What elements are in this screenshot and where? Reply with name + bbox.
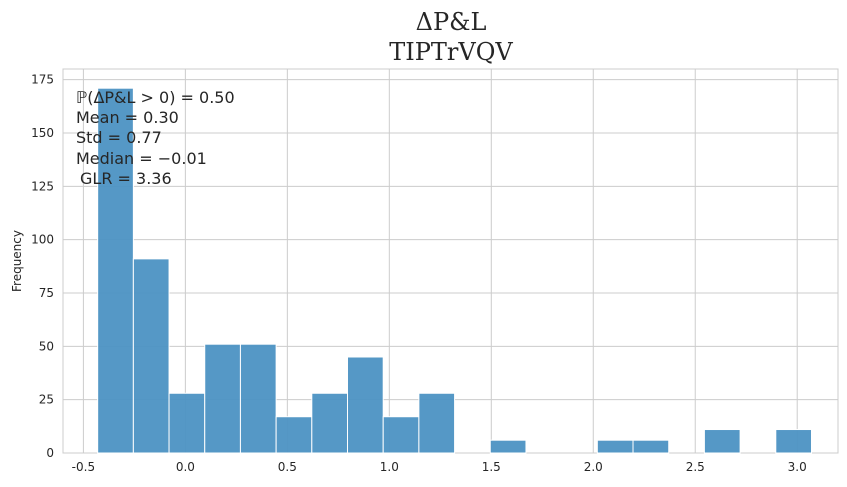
histogram-bar [311,392,349,454]
chart-title: ΔP&L [416,8,487,36]
histogram-bar [489,439,527,454]
annotation-median: Median = −0.01 [76,149,207,168]
y-tick-label: 25 [39,393,54,407]
x-axis-ticks: -0.5 0.0 0.5 1.0 1.5 2.0 2.5 3.0 [72,460,807,474]
x-tick-label: 2.0 [584,460,603,474]
y-axis-label: Frequency [10,230,24,292]
y-tick-label: 175 [31,73,54,87]
histogram-bar [347,356,384,454]
y-axis-ticks: 0 25 50 75 100 125 150 175 [31,73,54,460]
histogram-bars [97,87,812,454]
y-tick-label: 0 [46,446,54,460]
y-tick-label: 75 [39,286,54,300]
histogram-bar [275,416,313,454]
histogram-bar [418,392,456,454]
x-tick-label: 0.0 [176,460,195,474]
x-tick-label: 1.0 [380,460,399,474]
histogram-bar [168,392,206,454]
x-tick-label: 1.5 [482,460,501,474]
histogram-bar [97,87,134,454]
histogram-bar [239,343,277,454]
annotation-mean: Mean = 0.30 [76,108,179,127]
chart-subtitle: TIPTrVQV [389,38,513,66]
annotation-glr: GLR = 3.36 [80,169,172,188]
y-tick-label: 125 [31,179,54,193]
stats-annotation: ℙ(ΔP&L > 0) = 0.50 Mean = 0.30 Std = 0.7… [76,88,235,188]
x-tick-label: -0.5 [72,460,95,474]
y-tick-label: 50 [39,339,54,353]
y-tick-label: 100 [31,233,54,247]
x-tick-label: 2.5 [686,460,705,474]
x-tick-label: 3.0 [788,460,807,474]
annotation-std: Std = 0.77 [76,128,162,147]
histogram-bar [382,416,420,454]
histogram-bar [775,429,812,454]
annotation-prob-positive: ℙ(ΔP&L > 0) = 0.50 [76,88,235,107]
histogram-bar [596,439,634,454]
histogram-bar [132,258,170,454]
histogram-bar [632,439,670,454]
histogram-bar [703,429,741,454]
y-tick-label: 150 [31,126,54,140]
histogram-bar [204,343,241,454]
x-tick-label: 0.5 [278,460,297,474]
